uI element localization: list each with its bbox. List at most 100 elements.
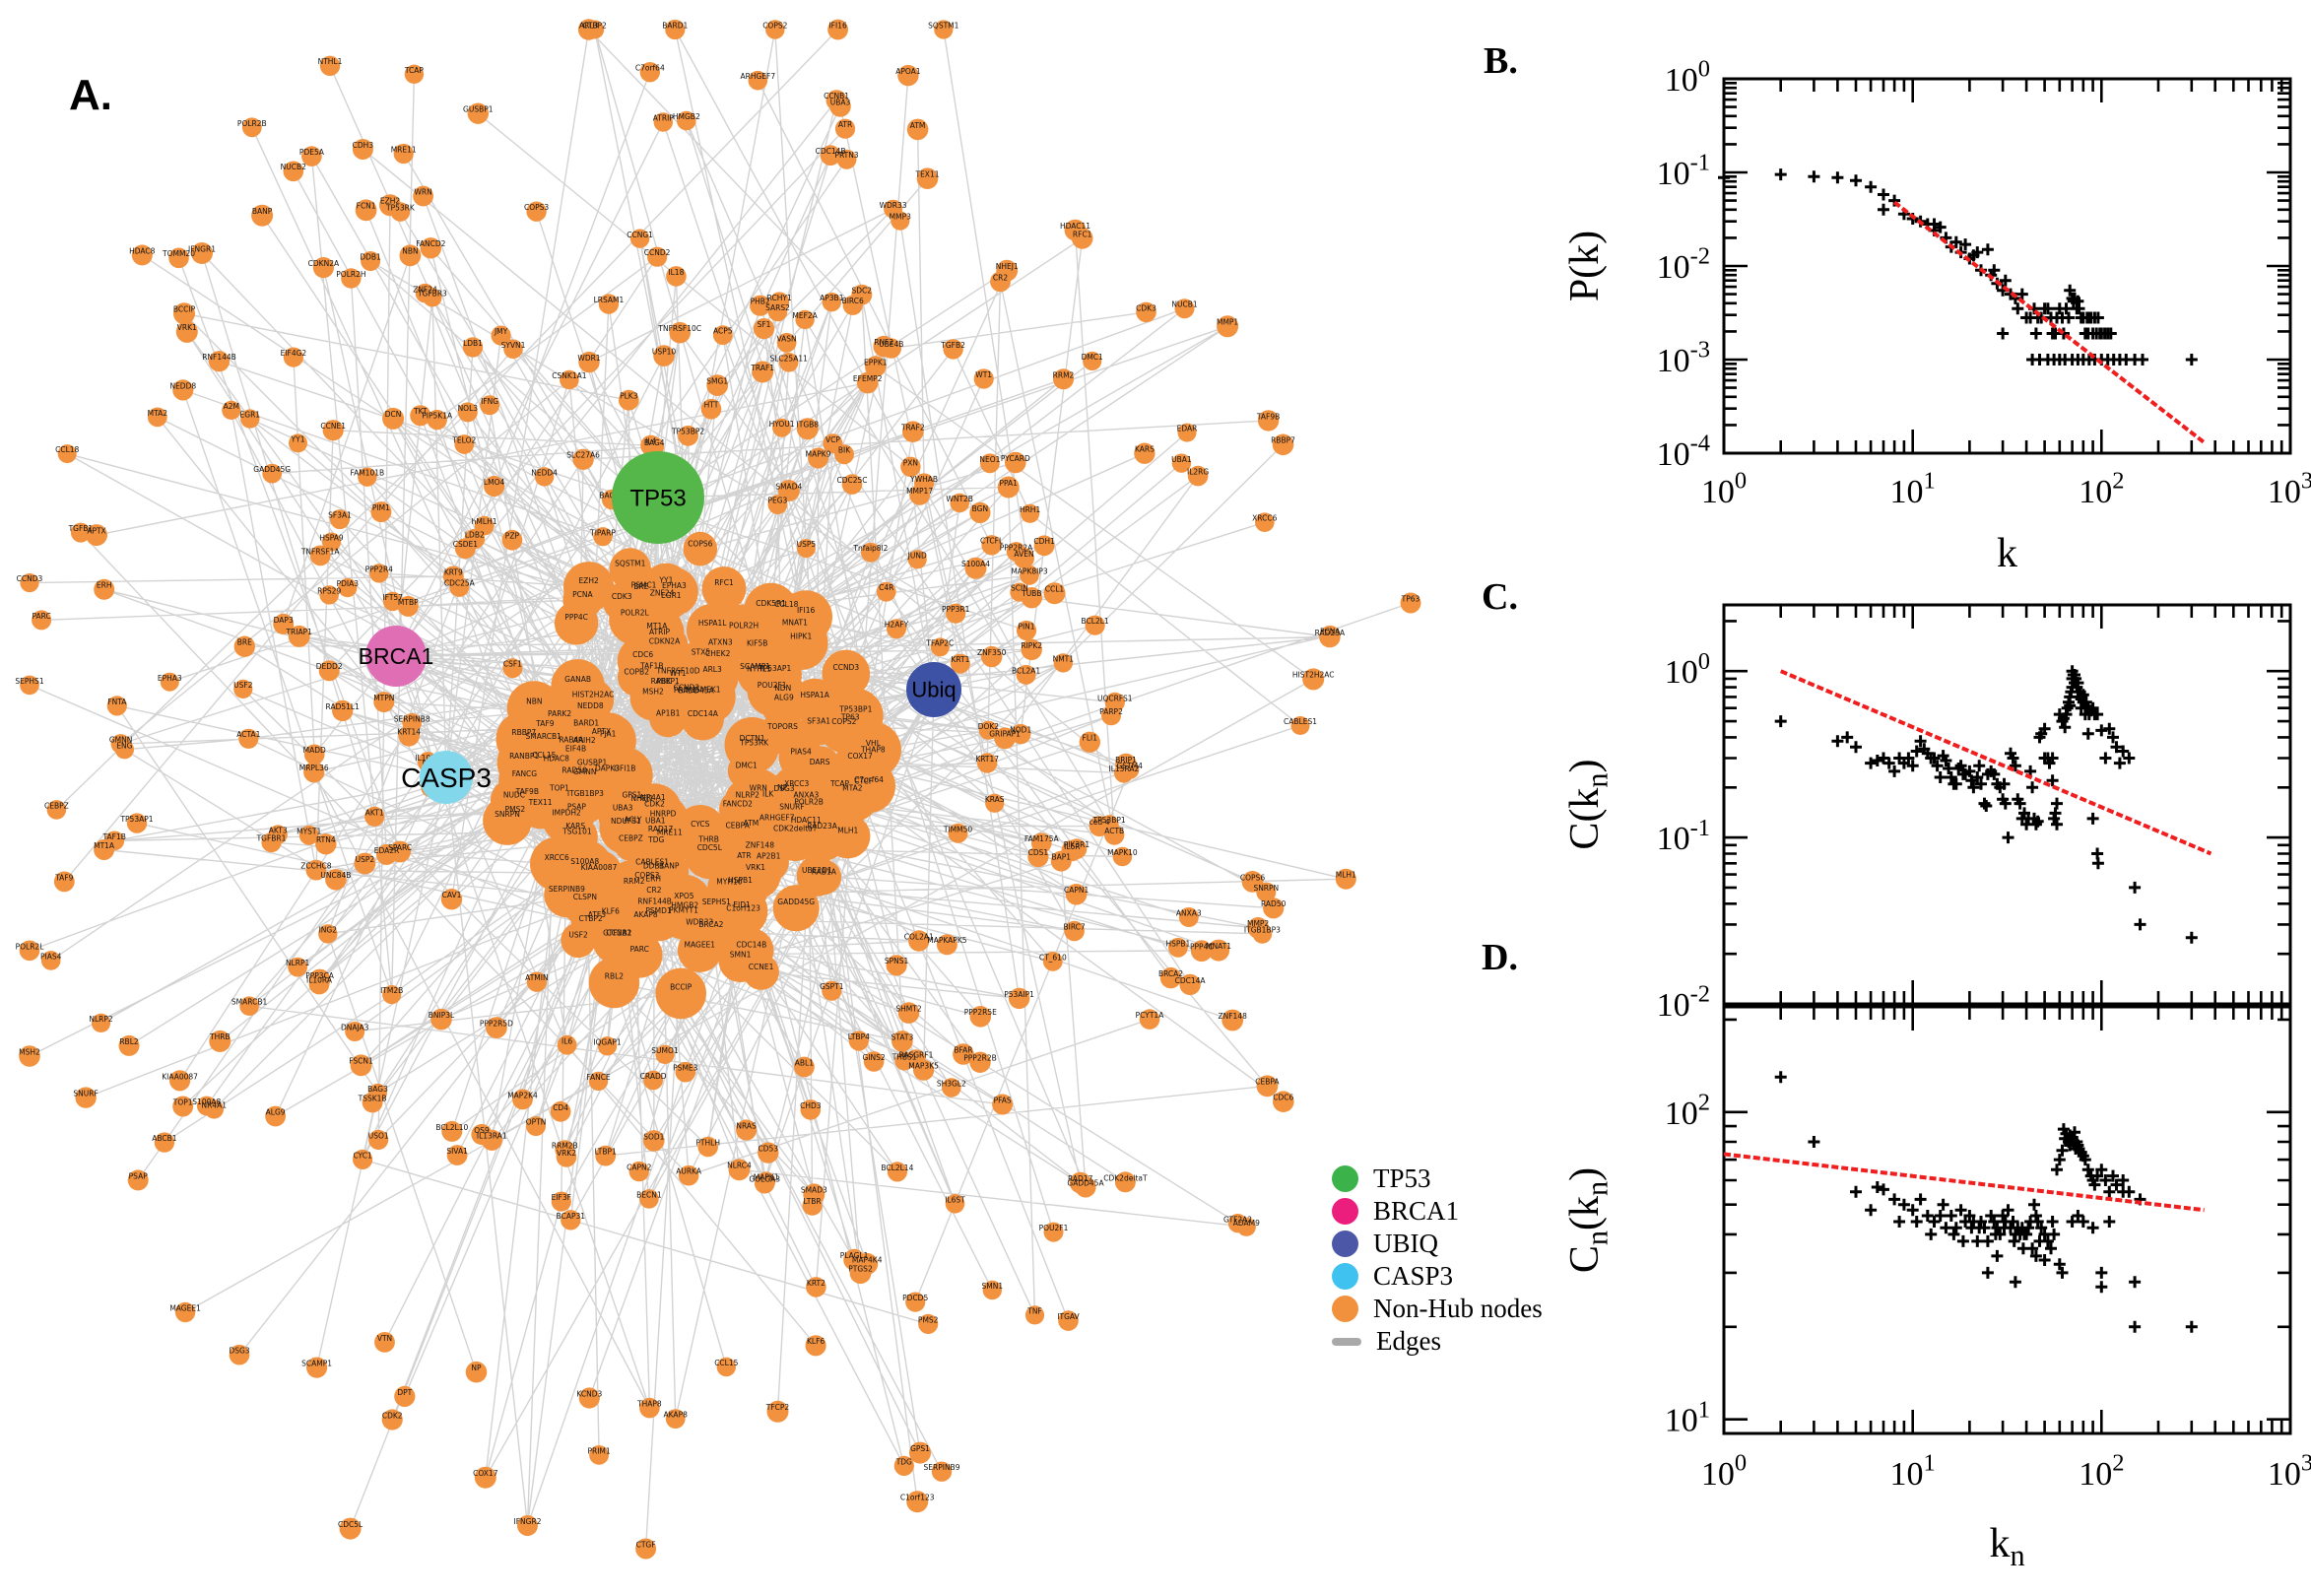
svg-text:MAGEE1: MAGEE1 — [685, 940, 716, 949]
casp3-swatch-icon — [1332, 1263, 1358, 1290]
svg-text:COPS2: COPS2 — [831, 717, 856, 726]
svg-text:GUSBP1: GUSBP1 — [577, 758, 608, 766]
svg-text:RFC1: RFC1 — [1073, 230, 1092, 238]
svg-text:PPP2R2A: PPP2R2A — [1000, 544, 1033, 553]
svg-text:PTHLH: PTHLH — [695, 1138, 720, 1147]
svg-text:SARS2: SARS2 — [765, 303, 790, 312]
svg-text:CCND3: CCND3 — [17, 574, 43, 583]
svg-text:EIF3F: EIF3F — [552, 1193, 571, 1202]
svg-text:SMN1: SMN1 — [730, 951, 752, 960]
svg-text:DAPK3: DAPK3 — [595, 764, 620, 772]
svg-text:CEBPA: CEBPA — [726, 822, 751, 831]
svg-text:CTBP2: CTBP2 — [578, 914, 602, 923]
hub-tp53: TP53 — [612, 451, 704, 544]
svg-text:PKMYT1: PKMYT1 — [669, 906, 698, 915]
svg-text:MEF2A: MEF2A — [792, 311, 818, 320]
svg-text:SLC27A6: SLC27A6 — [566, 451, 600, 460]
svg-text:RBL2: RBL2 — [605, 972, 625, 981]
svg-text:POU2F1: POU2F1 — [758, 681, 787, 690]
svg-text:PIK3R1: PIK3R1 — [1064, 840, 1090, 849]
svg-text:HSPA1L: HSPA1L — [698, 619, 727, 628]
svg-text:MAPK9: MAPK9 — [806, 449, 831, 458]
svg-text:MNAT1: MNAT1 — [1206, 942, 1231, 951]
svg-text:NLRP2: NLRP2 — [89, 1015, 113, 1024]
svg-text:RAD23A: RAD23A — [1315, 629, 1346, 637]
svg-text:TP63: TP63 — [1401, 594, 1420, 603]
svg-text:KARS: KARS — [565, 822, 585, 831]
svg-text:COPS2: COPS2 — [762, 22, 787, 31]
svg-text:KIAA0087: KIAA0087 — [162, 1072, 198, 1081]
svg-text:BRIP1: BRIP1 — [1115, 756, 1137, 765]
svg-text:C1orf123: C1orf123 — [900, 1494, 935, 1502]
svg-text:RAD51L1: RAD51L1 — [326, 702, 361, 711]
svg-text:NEDD4: NEDD4 — [531, 469, 558, 478]
svg-text:ACTA1: ACTA1 — [236, 730, 260, 739]
svg-text:H2AFY: H2AFY — [885, 621, 909, 630]
svg-text:CR2: CR2 — [993, 273, 1008, 282]
svg-text:LTBP1: LTBP1 — [595, 1148, 617, 1157]
svg-text:TKT: TKT — [413, 407, 428, 416]
svg-text:BIRC6: BIRC6 — [842, 297, 864, 305]
plot-frame-C — [1722, 603, 2292, 1006]
svg-text:LRSAM1: LRSAM1 — [594, 296, 625, 304]
svg-text:THAP8: THAP8 — [636, 1400, 662, 1409]
svg-text:IQGAP1: IQGAP1 — [593, 1037, 622, 1046]
svg-text:103: 103 — [2268, 1450, 2311, 1493]
svg-text:CCNG1: CCNG1 — [627, 231, 653, 239]
svg-text:ADAM9: ADAM9 — [1233, 1219, 1260, 1228]
svg-text:SQSTM1: SQSTM1 — [615, 559, 645, 567]
svg-text:SOD1: SOD1 — [643, 1132, 664, 1141]
legend: TP53 BRCA1 UBIQ CASP3 Non-Hub nodes Edge… — [1332, 1163, 1543, 1358]
svg-text:PLAGL1: PLAGL1 — [840, 1251, 869, 1260]
fit-line-B — [1892, 200, 2206, 444]
svg-text:RBBP7: RBBP7 — [511, 728, 536, 737]
svg-text:EIF4B: EIF4B — [565, 745, 586, 754]
svg-text:10-1: 10-1 — [1657, 815, 1710, 857]
svg-text:MAP3K5: MAP3K5 — [908, 1062, 939, 1071]
svg-text:DSG3: DSG3 — [773, 784, 794, 793]
svg-text:RRM2B: RRM2B — [552, 1142, 578, 1151]
svg-text:SNURF: SNURF — [779, 802, 804, 811]
svg-text:UBA3: UBA3 — [613, 804, 633, 813]
svg-text:CYC1: CYC1 — [353, 1151, 372, 1160]
svg-text:SERPINB8: SERPINB8 — [394, 714, 430, 723]
svg-text:TIPARP: TIPARP — [589, 528, 616, 537]
svg-text:RANBP1: RANBP1 — [509, 752, 539, 761]
svg-text:NTHL1: NTHL1 — [318, 57, 343, 66]
scatter-points-D — [1774, 1071, 2198, 1333]
svg-text:PIAS4: PIAS4 — [790, 748, 812, 757]
svg-text:CD53: CD53 — [759, 1145, 779, 1154]
svg-text:MYH10: MYH10 — [716, 877, 742, 886]
svg-text:AKAP8: AKAP8 — [633, 910, 658, 919]
svg-text:HIST2H2AC: HIST2H2AC — [1292, 671, 1335, 680]
svg-text:CR2: CR2 — [646, 886, 661, 895]
svg-text:PARC: PARC — [32, 612, 50, 621]
svg-text:AVEN: AVEN — [1014, 550, 1033, 559]
svg-text:PPP4C: PPP4C — [564, 613, 588, 622]
svg-text:TIMM50: TIMM50 — [943, 825, 973, 833]
svg-text:FANCD2: FANCD2 — [723, 800, 753, 809]
svg-text:TFCP2: TFCP2 — [765, 1403, 790, 1412]
svg-text:BCL2L1: BCL2L1 — [1082, 617, 1109, 626]
svg-text:PARC: PARC — [630, 945, 649, 954]
svg-text:DDB1: DDB1 — [643, 862, 665, 871]
svg-text:KRT14: KRT14 — [397, 727, 421, 736]
svg-text:APTX: APTX — [592, 727, 611, 736]
svg-text:IMPDH2: IMPDH2 — [552, 809, 581, 818]
svg-text:P(k): P(k) — [1562, 231, 1608, 301]
svg-text:TDG: TDG — [647, 835, 664, 844]
svg-text:Cn(kn): Cn(kn) — [1562, 1167, 1614, 1273]
svg-text:SLC25A11: SLC25A11 — [769, 354, 808, 363]
svg-text:SMAD3: SMAD3 — [801, 1186, 827, 1195]
svg-text:HDAC8: HDAC8 — [544, 754, 570, 763]
svg-text:C(kn): C(kn) — [1562, 759, 1614, 849]
svg-text:KRT17: KRT17 — [975, 755, 999, 764]
svg-text:TGFBR1: TGFBR1 — [256, 834, 287, 843]
svg-text:SDC2: SDC2 — [852, 287, 873, 296]
svg-text:COPS3: COPS3 — [524, 203, 549, 212]
svg-text:HMGB2: HMGB2 — [671, 901, 698, 910]
svg-text:SMG1: SMG1 — [706, 377, 728, 386]
axis-ticks-B — [1722, 77, 2292, 455]
svg-text:PMS2: PMS2 — [505, 805, 526, 814]
